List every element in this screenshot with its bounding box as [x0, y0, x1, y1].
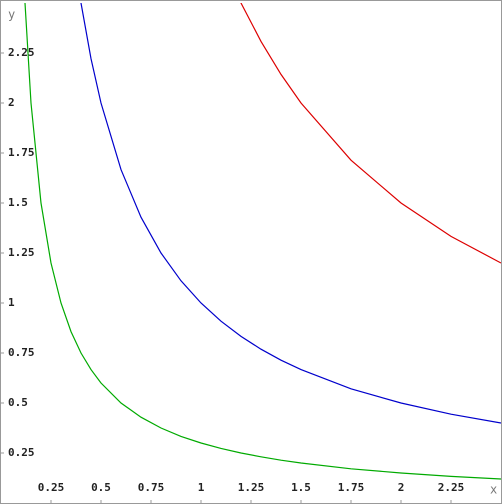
- x-tick-label: 0.5: [91, 481, 111, 494]
- x-tick-label: 0.25: [38, 481, 65, 494]
- y-tick-label: 2: [8, 96, 15, 109]
- y-tick-label: 1.25: [8, 246, 35, 259]
- y-tick-label: 2.25: [8, 46, 35, 59]
- y-tick-label: 0.75: [8, 346, 35, 359]
- x-tick-label: 1.25: [238, 481, 265, 494]
- x-tick-label: 1.5: [291, 481, 311, 494]
- y-tick-label: 1: [8, 296, 15, 309]
- x-tick-label: 1: [198, 481, 205, 494]
- x-tick-label: 2.25: [438, 481, 465, 494]
- x-tick-label: 0.75: [138, 481, 165, 494]
- plot-area: [24, 3, 501, 480]
- curve: [240, 3, 501, 264]
- x-axis-label: x: [490, 483, 497, 497]
- y-tick-label: 0.25: [8, 446, 35, 459]
- curve: [80, 3, 501, 424]
- y-axis-label: y: [8, 8, 15, 22]
- y-tick-label: 0.5: [8, 396, 28, 409]
- curve: [24, 3, 501, 480]
- y-tick-label: 1.75: [8, 146, 35, 159]
- x-tick-label: 2: [398, 481, 405, 494]
- y-tick-label: 1.5: [8, 196, 28, 209]
- x-tick-label: 1.75: [338, 481, 365, 494]
